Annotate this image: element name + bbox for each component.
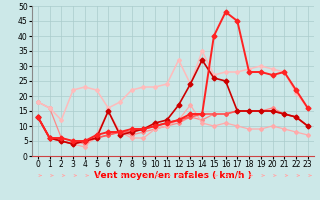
X-axis label: Vent moyen/en rafales ( km/h ): Vent moyen/en rafales ( km/h )	[94, 171, 252, 180]
